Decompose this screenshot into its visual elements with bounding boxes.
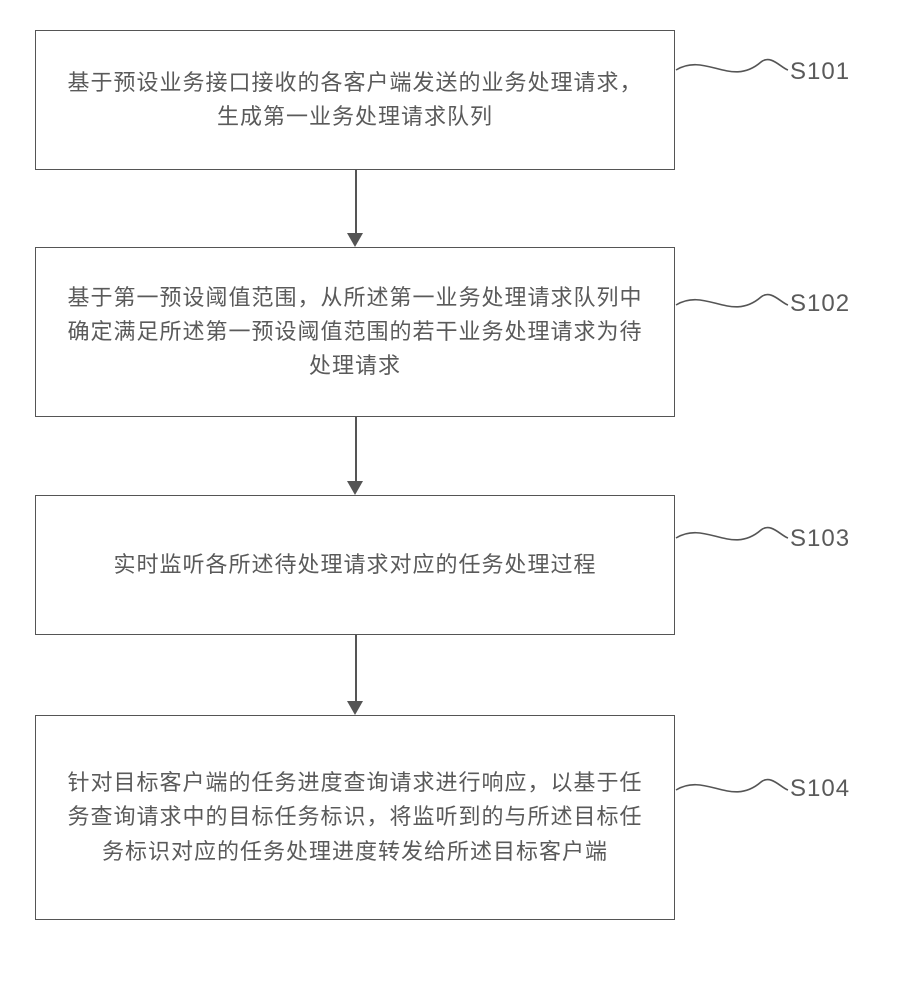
step-text-s102: 基于第一预设阈值范围，从所述第一业务处理请求队列中确定满足所述第一预设阈值范围的… bbox=[60, 281, 650, 383]
step-label-s102: S102 bbox=[790, 290, 850, 318]
flowchart-canvas: 基于预设业务接口接收的各客户端发送的业务处理请求，生成第一业务处理请求队列 S1… bbox=[0, 0, 922, 1000]
step-text-s103: 实时监听各所述待处理请求对应的任务处理过程 bbox=[113, 548, 596, 582]
step-label-s101: S101 bbox=[790, 58, 850, 86]
step-box-s104: 针对目标客户端的任务进度查询请求进行响应，以基于任务查询请求中的目标任务标识，将… bbox=[35, 715, 675, 920]
step-box-s103: 实时监听各所述待处理请求对应的任务处理过程 bbox=[35, 495, 675, 635]
step-text-s104: 针对目标客户端的任务进度查询请求进行响应，以基于任务查询请求中的目标任务标识，将… bbox=[60, 766, 650, 868]
arrow-3-line bbox=[355, 635, 357, 701]
step-box-s102: 基于第一预设阈值范围，从所述第一业务处理请求队列中确定满足所述第一预设阈值范围的… bbox=[35, 247, 675, 417]
connector-s103 bbox=[676, 518, 791, 558]
connector-s101 bbox=[676, 50, 791, 90]
arrow-1-line bbox=[355, 170, 357, 233]
connector-s102 bbox=[676, 285, 791, 325]
step-label-s103: S103 bbox=[790, 525, 850, 553]
step-label-s104: S104 bbox=[790, 775, 850, 803]
arrow-2-head-icon bbox=[347, 481, 363, 495]
arrow-3-head-icon bbox=[347, 701, 363, 715]
step-text-s101: 基于预设业务接口接收的各客户端发送的业务处理请求，生成第一业务处理请求队列 bbox=[60, 66, 650, 134]
step-box-s101: 基于预设业务接口接收的各客户端发送的业务处理请求，生成第一业务处理请求队列 bbox=[35, 30, 675, 170]
arrow-1-head-icon bbox=[347, 233, 363, 247]
connector-s104 bbox=[676, 770, 791, 810]
arrow-2-line bbox=[355, 417, 357, 481]
